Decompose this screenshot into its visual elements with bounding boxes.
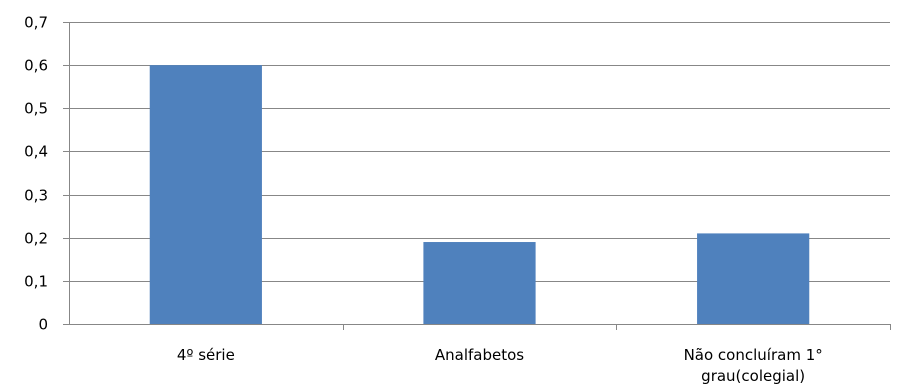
bar — [149, 65, 262, 325]
bar — [697, 233, 810, 324]
x-category-label: Analfabetos — [435, 346, 524, 364]
y-tick-label: 0,7 — [24, 14, 48, 32]
x-category-label: 4º série — [177, 346, 235, 364]
y-tick-label: 0,1 — [24, 273, 48, 291]
axes — [63, 22, 891, 330]
y-tick-label: 0 — [38, 316, 48, 334]
x-category-labels: 4º série Analfabetos Não concluíram 1° grau… — [177, 346, 823, 385]
y-tick-label: 0,5 — [24, 100, 48, 118]
bars — [149, 65, 810, 325]
y-tick-label: 0,6 — [24, 57, 48, 75]
y-tick-label: 0,4 — [24, 143, 48, 161]
y-tick-label: 0,2 — [24, 230, 48, 248]
y-tick-labels: 0 0,1 0,2 0,3 0,4 0,5 0,6 0,7 — [24, 14, 48, 334]
bar — [423, 242, 536, 324]
x-category-label: Não concluíram 1° grau(colegial) — [684, 346, 823, 385]
y-tick-label: 0,3 — [24, 187, 48, 205]
